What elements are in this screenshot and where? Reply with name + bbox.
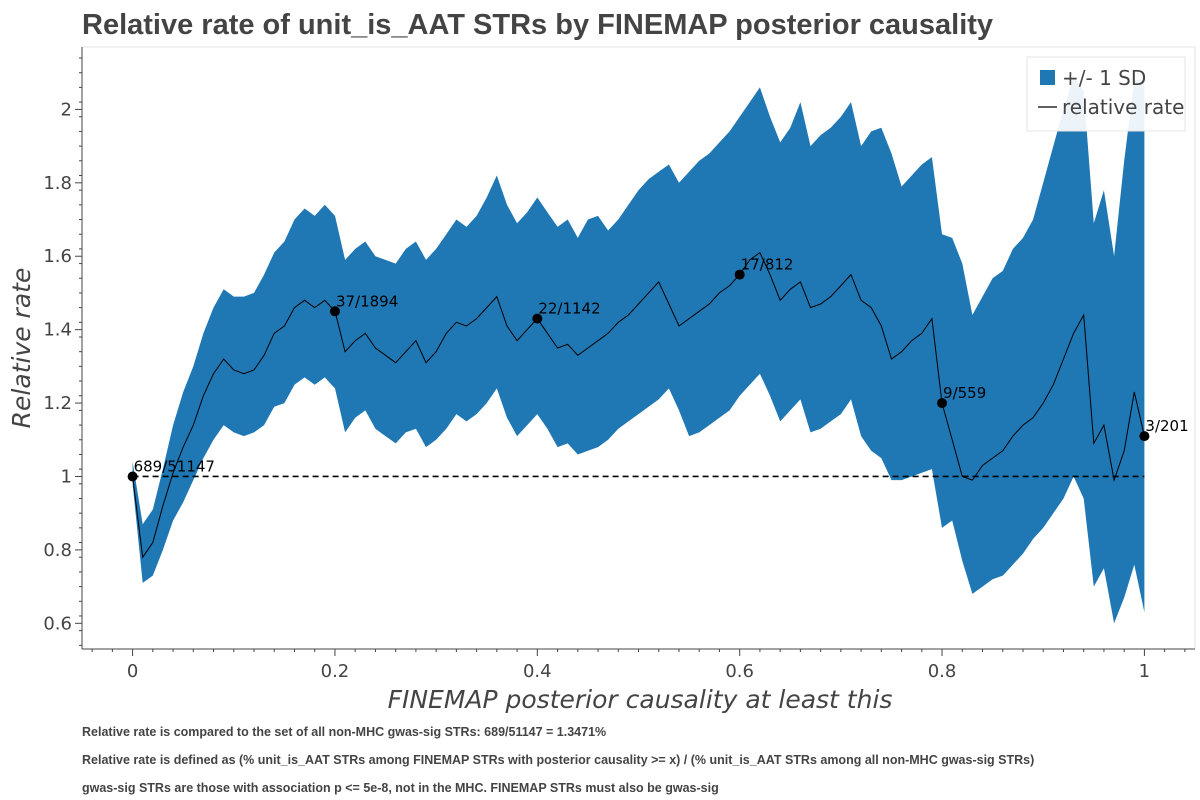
marker-label: 3/201 [1145, 417, 1188, 435]
y-tick-label: 2 [61, 99, 72, 120]
y-tick-label: 1.8 [43, 173, 72, 194]
marker-point [937, 398, 948, 409]
marker-point [734, 269, 745, 280]
marker-label: 17/812 [741, 256, 794, 274]
marker-label: 9/559 [943, 384, 986, 402]
marker-point [329, 306, 340, 317]
x-tick-label: 0 [127, 661, 138, 682]
x-tick-label: 1 [1139, 661, 1150, 682]
sd-band-layer [132, 76, 1145, 624]
x-axis: 0 0.2 0.4 0.6 0.8 1 [82, 648, 1195, 682]
y-tick-label: 0.6 [43, 613, 72, 634]
x-ticks: 0 0.2 0.4 0.6 0.8 1 [91, 649, 1186, 682]
y-tick-label: 1.4 [43, 320, 72, 341]
marker-point [1139, 431, 1150, 442]
footnote-1: Relative rate is compared to the set of … [82, 725, 607, 739]
marker-point [532, 313, 543, 324]
legend: +/- 1 SD relative rate [1026, 56, 1186, 132]
x-tick-label: 0.2 [321, 661, 350, 682]
plot-area: 689/51147 37/1894 22/1142 17/812 9/559 3/201 [81, 46, 1196, 650]
marker-label: 22/1142 [538, 300, 600, 318]
y-tick-label: 0.8 [43, 540, 72, 561]
legend-band-swatch [1040, 70, 1055, 85]
footnote-3: gwas-sig STRs are those with association… [82, 781, 719, 795]
marker-label: 689/51147 [134, 457, 215, 475]
x-tick-label: 0.8 [928, 661, 957, 682]
legend-box [1026, 56, 1186, 132]
relative-rate-line-layer [132, 251, 1145, 559]
y-axis-title: Relative rate [7, 268, 36, 429]
chart-title: Relative rate of unit_is_AAT STRs by FIN… [82, 9, 993, 41]
sd-band [132, 76, 1145, 624]
chart: Relative rate of unit_is_AAT STRs by FIN… [7, 9, 1196, 714]
y-tick-label: 1.6 [43, 246, 72, 267]
legend-line-label: relative rate [1062, 95, 1184, 119]
marker-layer: 689/51147 37/1894 22/1142 17/812 9/559 3/201 [127, 256, 1189, 482]
marker-label: 37/1894 [336, 292, 398, 310]
y-tick-label: 1.2 [43, 393, 72, 414]
legend-band-label: +/- 1 SD [1062, 66, 1146, 90]
y-axis: 0.6 0.8 1 1.2 1.4 1.6 1.8 2 [43, 47, 83, 649]
relative-rate-line [132, 251, 1145, 559]
y-tick-label: 1 [61, 466, 72, 487]
x-tick-label: 0.4 [523, 661, 552, 682]
x-axis-title: FINEMAP posterior causality at least thi… [388, 685, 893, 714]
x-tick-label: 0.6 [725, 661, 754, 682]
marker-point [127, 471, 138, 482]
y-ticks: 0.6 0.8 1 1.2 1.4 1.6 1.8 2 [43, 57, 82, 646]
footnote-2: Relative rate is defined as (% unit_is_A… [82, 753, 1035, 767]
